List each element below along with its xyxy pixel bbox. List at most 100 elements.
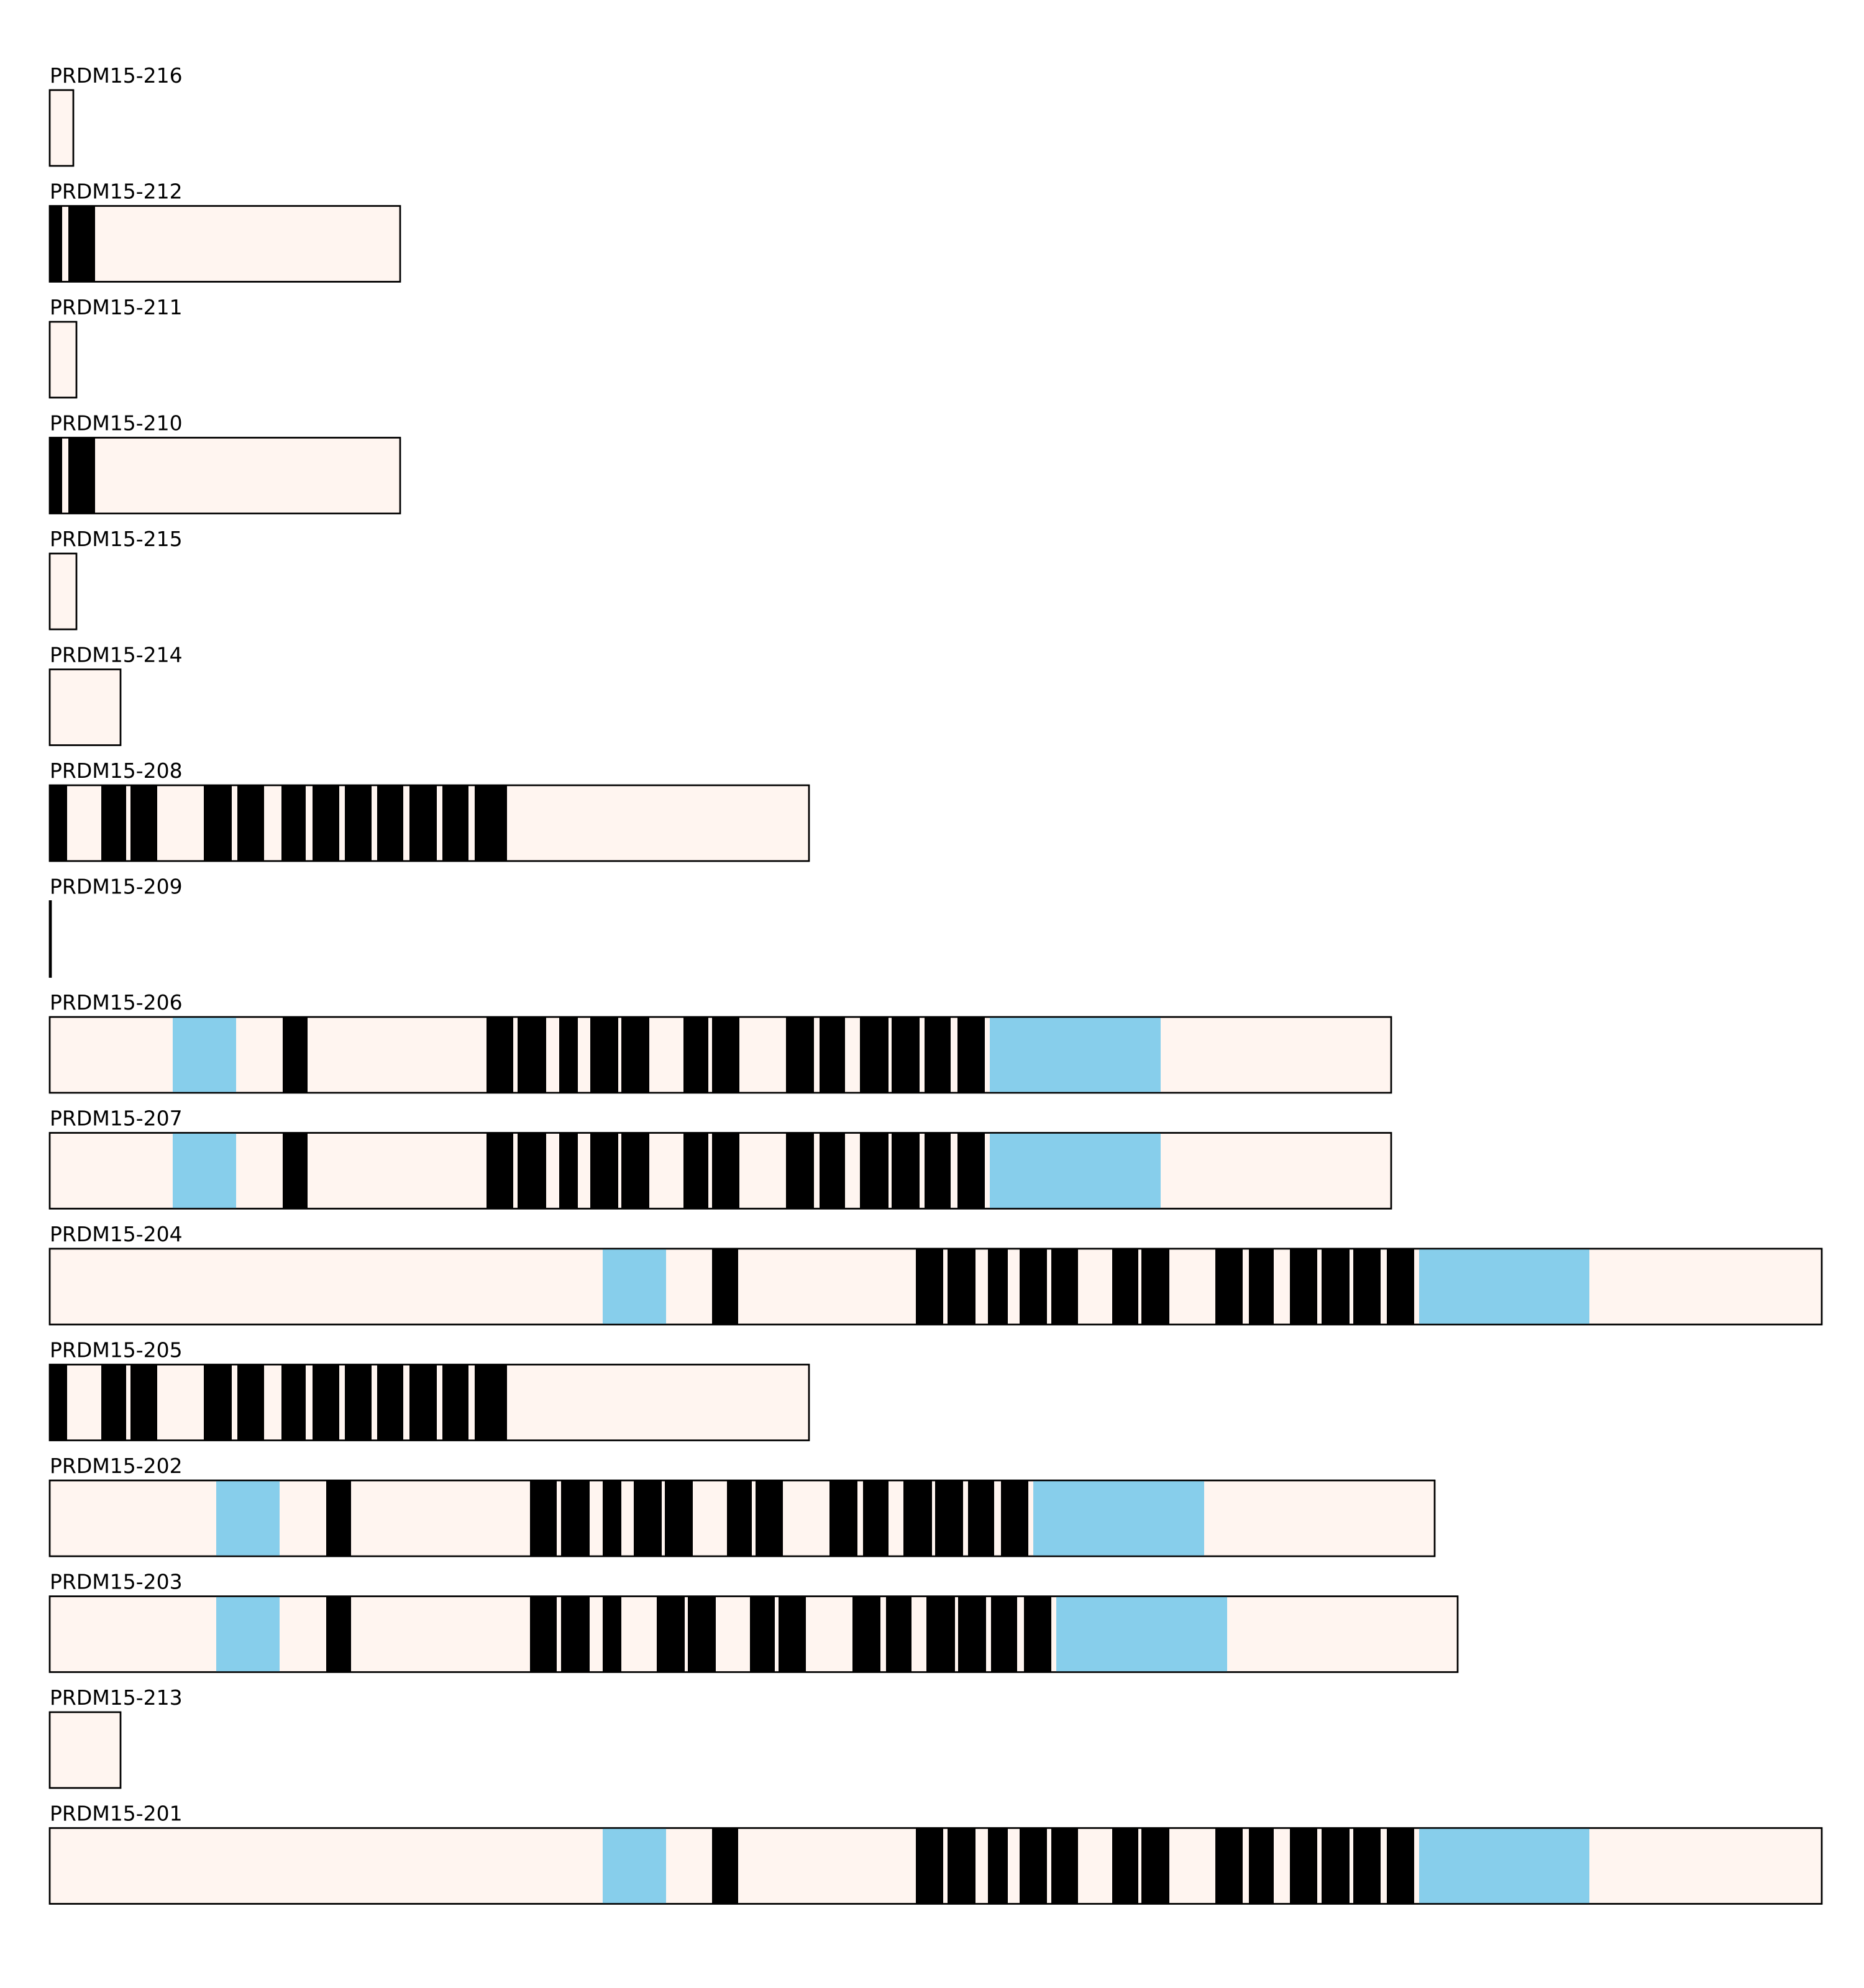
exon-segment xyxy=(283,1133,308,1209)
exon-segment xyxy=(377,785,403,861)
exon-segment xyxy=(634,1480,662,1556)
exon-segment xyxy=(326,1480,351,1556)
exon-segment xyxy=(926,1596,955,1672)
transcript-label: PRDM15-209 xyxy=(50,875,183,899)
exon-segment xyxy=(561,1596,590,1672)
exon-segment xyxy=(935,1480,963,1556)
exon-segment xyxy=(559,1017,578,1093)
transcript-track: PRDM15-201 xyxy=(48,1802,1823,1905)
exon-segment xyxy=(518,1017,546,1093)
transcript-track: PRDM15-205 xyxy=(48,1338,810,1441)
transcript-track: PRDM15-204 xyxy=(48,1222,1823,1326)
exon-segment xyxy=(1290,1249,1317,1325)
exon-segment xyxy=(281,1364,306,1441)
exon-segment xyxy=(283,1017,308,1093)
exon-segment xyxy=(1141,1828,1169,1904)
exon-segment xyxy=(50,785,67,861)
transcript-label: PRDM15-216 xyxy=(50,63,183,88)
transcript-outline xyxy=(48,900,52,978)
transcript-track: PRDM15-209 xyxy=(48,875,183,978)
exon-segment xyxy=(925,1017,951,1093)
exon-segment xyxy=(204,785,232,861)
exon-segment xyxy=(892,1017,920,1093)
exon-segment xyxy=(237,1364,264,1441)
transcript-track: PRDM15-211 xyxy=(48,295,183,399)
transcript-track: PRDM15-207 xyxy=(48,1106,1392,1210)
exon-segment xyxy=(50,1364,67,1441)
transcript-label: PRDM15-211 xyxy=(50,295,183,319)
exon-segment xyxy=(1051,1249,1078,1325)
exon-segment xyxy=(487,1017,513,1093)
exon-segment xyxy=(561,1480,590,1556)
exon-segment xyxy=(786,1017,814,1093)
exon-segment xyxy=(345,785,372,861)
exon-segment xyxy=(442,1364,468,1441)
exon-segment xyxy=(475,785,507,861)
transcript-label: PRDM15-207 xyxy=(50,1106,183,1131)
exon-segment xyxy=(750,1596,775,1672)
exon-segment xyxy=(925,1133,951,1209)
exon-segment xyxy=(1322,1828,1350,1904)
exon-segment xyxy=(1024,1596,1051,1672)
exon-segment xyxy=(852,1596,880,1672)
exon-segment xyxy=(688,1596,716,1672)
transcript-track: PRDM15-208 xyxy=(48,759,810,862)
transcript-bar xyxy=(48,552,78,631)
transcript-track: PRDM15-216 xyxy=(48,63,183,167)
exon-segment xyxy=(603,1596,621,1672)
transcript-outline xyxy=(48,1595,1459,1673)
exon-segment xyxy=(1001,1480,1028,1556)
exon-segment xyxy=(621,1017,649,1093)
transcript-bar xyxy=(48,437,401,514)
exon-segment xyxy=(559,1133,578,1209)
transcript-outline xyxy=(48,668,122,746)
transcript-label: PRDM15-214 xyxy=(50,643,183,667)
exon-segment xyxy=(313,785,339,861)
transcript-bar xyxy=(48,89,75,167)
transcript-track: PRDM15-203 xyxy=(48,1570,1459,1673)
transcript-label: PRDM15-210 xyxy=(50,411,183,435)
utr-segment xyxy=(990,1017,1161,1093)
utr-segment xyxy=(603,1828,666,1904)
transcript-track: PRDM15-212 xyxy=(48,180,401,283)
exon-segment xyxy=(916,1828,943,1904)
exon-segment xyxy=(988,1828,1008,1904)
transcript-outline xyxy=(48,1827,1823,1905)
utr-segment xyxy=(173,1133,236,1209)
exon-segment xyxy=(345,1364,372,1441)
utr-segment xyxy=(1419,1249,1589,1325)
exon-segment xyxy=(727,1480,752,1556)
exon-segment xyxy=(326,1596,351,1672)
transcript-label: PRDM15-215 xyxy=(50,527,183,551)
exon-segment xyxy=(683,1133,708,1209)
exon-segment xyxy=(820,1133,845,1209)
transcript-track: PRDM15-213 xyxy=(48,1685,183,1789)
exon-segment xyxy=(590,1133,618,1209)
exon-segment xyxy=(50,206,62,282)
exon-segment xyxy=(68,437,95,514)
transcript-track: PRDM15-215 xyxy=(48,527,183,631)
exon-segment xyxy=(1112,1828,1138,1904)
transcript-outline xyxy=(48,1479,1436,1557)
transcript-label: PRDM15-203 xyxy=(50,1570,183,1594)
transcript-outline xyxy=(48,437,401,514)
transcript-bar xyxy=(48,1711,122,1789)
transcript-outline xyxy=(48,89,75,167)
exon-segment xyxy=(860,1133,889,1209)
exon-segment xyxy=(903,1480,932,1556)
transcript-label: PRDM15-205 xyxy=(50,1338,183,1362)
transcript-outline xyxy=(48,1016,1392,1094)
exon-segment xyxy=(968,1480,994,1556)
exon-segment xyxy=(1112,1249,1138,1325)
transcript-track: PRDM15-210 xyxy=(48,411,401,514)
transcript-bar xyxy=(48,668,122,746)
transcript-outline xyxy=(48,1364,810,1441)
exon-segment xyxy=(1353,1249,1381,1325)
exon-segment xyxy=(590,1017,618,1093)
exon-segment xyxy=(683,1017,708,1093)
utr-segment xyxy=(216,1480,280,1556)
exon-segment xyxy=(621,1133,649,1209)
exon-segment xyxy=(237,785,264,861)
exon-segment xyxy=(603,1480,621,1556)
exon-segment xyxy=(377,1364,403,1441)
